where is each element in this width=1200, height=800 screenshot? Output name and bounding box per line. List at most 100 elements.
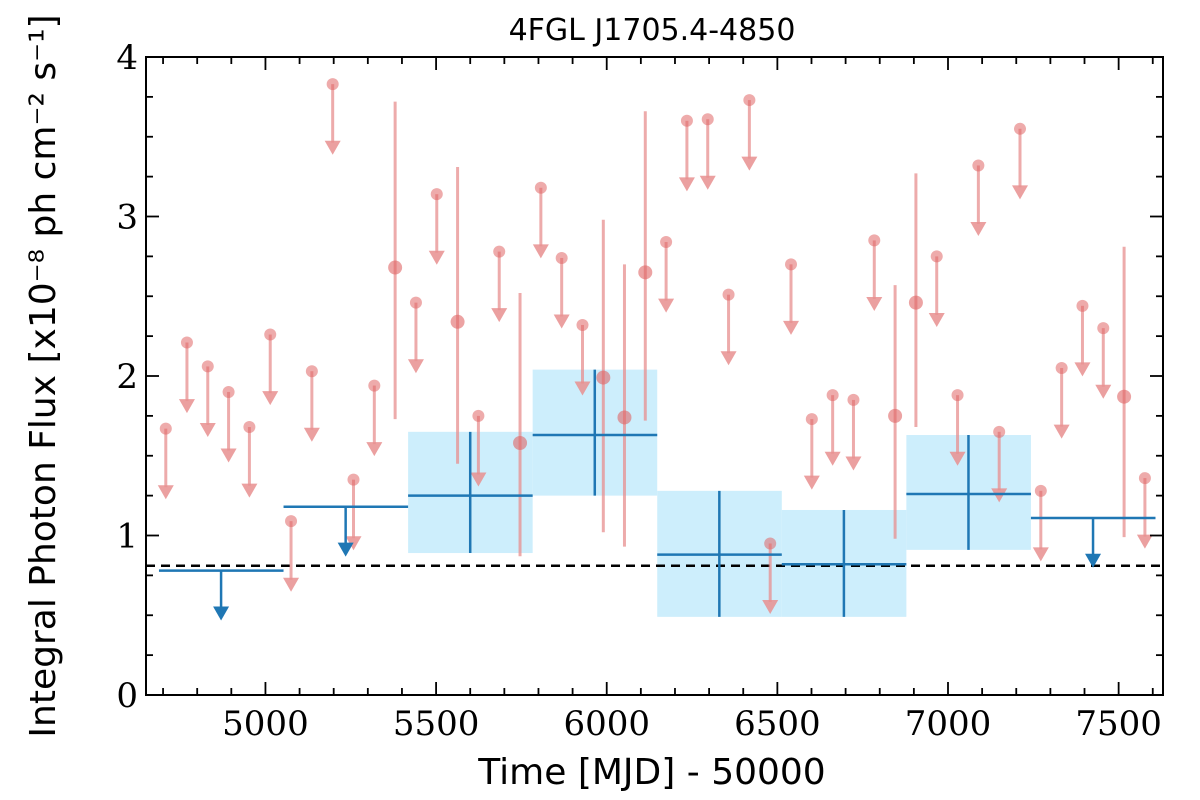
short-bin-point-8 [1117,389,1132,404]
short-bin-ul-point-5 [264,328,277,341]
short-bin-ul-arrow-27 [845,456,862,471]
short-bin-ul-arrow-36 [1074,362,1091,377]
short-bin-ul-arrow-12 [428,250,445,265]
short-bin-ul-arrow-16 [553,314,570,329]
short-bin-ul-arrow-35 [1053,424,1070,439]
short-bin-ul-arrow-21 [720,351,737,366]
short-bin-ul-point-0 [159,422,172,435]
short-bin-ul-point-18 [660,236,673,249]
short-bin-ul-arrow-14 [491,308,508,323]
short-bin-ul-arrow-20 [699,175,716,190]
long-bin-series [158,369,1156,621]
short-bin-ul-point-37 [1097,322,1110,335]
short-bin-ul-point-29 [930,250,943,263]
short-bin-ul-point-28 [868,234,881,247]
short-bin-point-4 [617,410,632,425]
short-bin-ul-point-21 [722,288,735,301]
short-bin-ul-arrow-24 [783,320,800,335]
short-bin-point-3 [596,370,611,385]
short-bin-ul-arrow-19 [678,177,695,192]
short-bin-ul-arrow-9 [345,536,362,551]
long-bin-ul-arrow-0 [213,606,230,621]
short-bin-ul-point-20 [701,113,714,126]
short-bin-ul-point-11 [409,296,422,309]
short-bin-ul-arrow-22 [741,156,758,171]
short-bin-ul-point-15 [534,181,547,194]
short-bin-ul-point-1 [180,336,193,349]
short-bin-ul-point-14 [493,245,506,258]
short-bin-ul-point-33 [1014,122,1027,135]
short-bin-ul-arrow-30 [949,451,966,466]
short-bin-ul-point-32 [993,425,1006,438]
axes: 5000 5500 6000 6500 7000 7500 0 1 2 3 4 [116,38,1164,744]
short-bin-point-5 [638,265,653,280]
short-bin-ul-point-31 [972,159,985,172]
short-bin-ul-arrow-31 [970,222,987,237]
x-tick-label: 5000 [222,704,309,744]
short-bin-ul-arrow-5 [262,391,279,406]
short-bin-series [157,78,1153,615]
short-bin-ul-point-12 [430,188,443,201]
x-tick-label: 6000 [563,704,650,744]
y-tick-label: 4 [116,38,138,78]
short-bin-ul-arrow-15 [532,244,549,259]
short-bin-ul-arrow-26 [824,451,841,466]
short-bin-ul-point-17 [576,318,589,331]
short-bin-ul-point-3 [222,385,235,398]
short-bin-ul-point-4 [243,421,256,434]
short-bin-ul-arrow-32 [991,488,1008,503]
x-tick-label: 5500 [393,704,480,744]
y-tick-label: 2 [116,357,138,397]
short-bin-point-1 [450,314,465,329]
short-bin-ul-point-22 [743,94,756,107]
x-tick-label: 7000 [905,704,992,744]
short-bin-ul-point-30 [951,389,964,402]
long-bin-ul-arrow-1 [337,542,354,557]
short-bin-ul-arrow-18 [658,298,675,313]
short-bin-ul-point-13 [472,409,485,422]
short-bin-point-6 [888,408,903,423]
short-bin-ul-arrow-34 [1032,547,1049,562]
y-tick-label: 0 [116,676,138,716]
short-bin-ul-point-9 [347,473,360,486]
x-tick-label: 7500 [1075,704,1162,744]
short-bin-ul-point-16 [555,251,568,264]
short-bin-ul-point-34 [1034,484,1047,497]
short-bin-ul-point-38 [1138,472,1151,485]
short-bin-ul-arrow-4 [241,483,258,498]
short-bin-ul-arrow-13 [470,472,487,487]
short-bin-ul-arrow-25 [803,475,820,490]
short-bin-ul-point-36 [1076,299,1089,312]
short-bin-ul-arrow-28 [866,297,883,312]
short-bin-ul-point-25 [805,413,818,426]
short-bin-ul-arrow-10 [366,442,383,457]
short-bin-ul-arrow-37 [1095,384,1112,399]
short-bin-ul-point-27 [847,393,860,406]
short-bin-ul-point-23 [764,537,777,550]
long-bin-ul-arrow-2 [1085,553,1102,568]
x-tick-label: 6500 [734,704,821,744]
short-bin-ul-arrow-23 [762,600,779,615]
short-bin-ul-arrow-0 [157,485,174,500]
short-bin-ul-arrow-29 [928,312,945,327]
short-bin-ul-arrow-17 [574,381,591,396]
short-bin-ul-arrow-6 [283,577,300,592]
short-bin-ul-arrow-1 [178,399,195,414]
short-bin-point-2 [513,435,528,450]
x-axis-title: Time [MJD] - 50000 [477,752,825,793]
chart-title: 4FGL J1705.4-4850 [509,13,796,48]
short-bin-ul-point-19 [680,114,693,127]
short-bin-ul-arrow-2 [199,423,216,438]
short-bin-ul-point-7 [305,365,318,378]
short-bin-ul-point-26 [826,389,839,402]
short-bin-ul-point-24 [785,258,798,271]
short-bin-ul-arrow-38 [1136,534,1153,549]
short-bin-point-7 [908,295,923,310]
y-tick-label: 1 [116,517,138,557]
short-bin-ul-point-2 [201,360,214,373]
y-axis-title: Integral Photon Flux [x10⁻⁸ ph cm⁻² s⁻¹] [23,14,64,737]
short-bin-ul-point-6 [285,515,298,528]
short-bin-ul-arrow-3 [220,448,237,463]
short-bin-ul-point-35 [1055,362,1068,375]
